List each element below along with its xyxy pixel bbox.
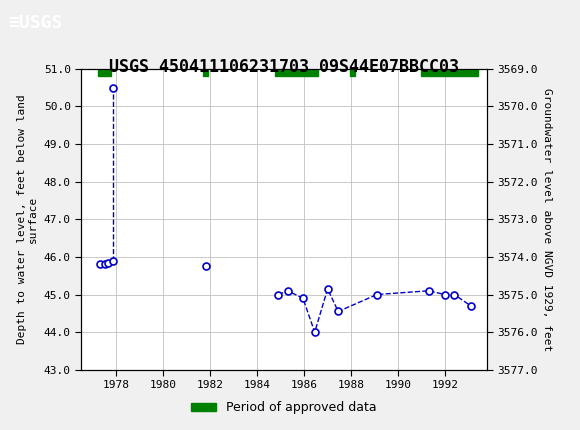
Bar: [422, 68, 478, 76]
Legend: Period of approved data: Period of approved data: [186, 396, 382, 419]
Bar: [350, 68, 354, 76]
Bar: [203, 68, 208, 76]
Y-axis label: Groundwater level above NGVD 1929, feet: Groundwater level above NGVD 1929, feet: [542, 88, 552, 351]
Y-axis label: Depth to water level, feet below land
surface: Depth to water level, feet below land su…: [17, 95, 38, 344]
Text: USGS 450411106231703 09S44E07BBCC03: USGS 450411106231703 09S44E07BBCC03: [109, 58, 459, 76]
Bar: [275, 68, 318, 76]
Text: ≡USGS: ≡USGS: [9, 14, 63, 31]
Bar: [97, 68, 111, 76]
